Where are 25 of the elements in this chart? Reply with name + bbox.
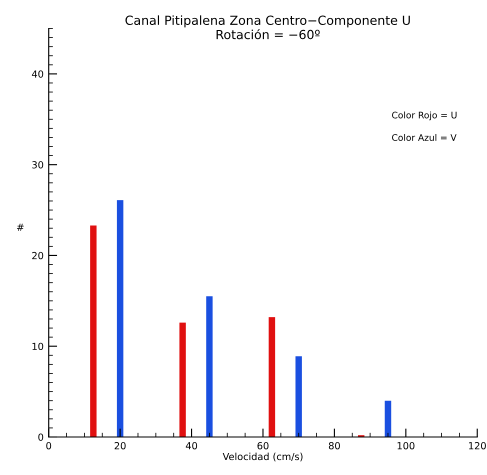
x-tick-label: 120 xyxy=(469,442,486,450)
y-tick-label: 20 xyxy=(32,252,44,260)
annotation: Color Rojo = U xyxy=(392,112,457,120)
bar xyxy=(116,200,124,437)
bar xyxy=(384,400,392,437)
annotation: Color Azul = V xyxy=(392,134,457,141)
y-tick-label: 0 xyxy=(38,433,44,441)
bar xyxy=(295,356,302,437)
chart-title: Canal Pitipalena Zona Centro−Componente U xyxy=(125,15,410,28)
x-tick-label: 60 xyxy=(257,442,269,450)
bar xyxy=(206,296,213,437)
bar xyxy=(268,317,276,437)
x-tick-label: 0 xyxy=(46,442,52,450)
y-axis-title: # xyxy=(17,224,24,231)
y-tick-label: 40 xyxy=(32,70,44,78)
y-tick-label: 30 xyxy=(32,161,44,168)
x-tick-label: 40 xyxy=(186,442,198,450)
x-tick-label: 100 xyxy=(398,442,414,450)
bar xyxy=(179,322,186,437)
y-tick-label: 10 xyxy=(32,342,44,350)
chart-subtitle: Rotación = −60º xyxy=(216,29,320,40)
x-tick-label: 20 xyxy=(114,442,126,450)
x-tick-label: 80 xyxy=(328,442,340,450)
x-axis-title: Velocidad (cm/s) xyxy=(222,452,302,462)
bar xyxy=(90,225,97,437)
